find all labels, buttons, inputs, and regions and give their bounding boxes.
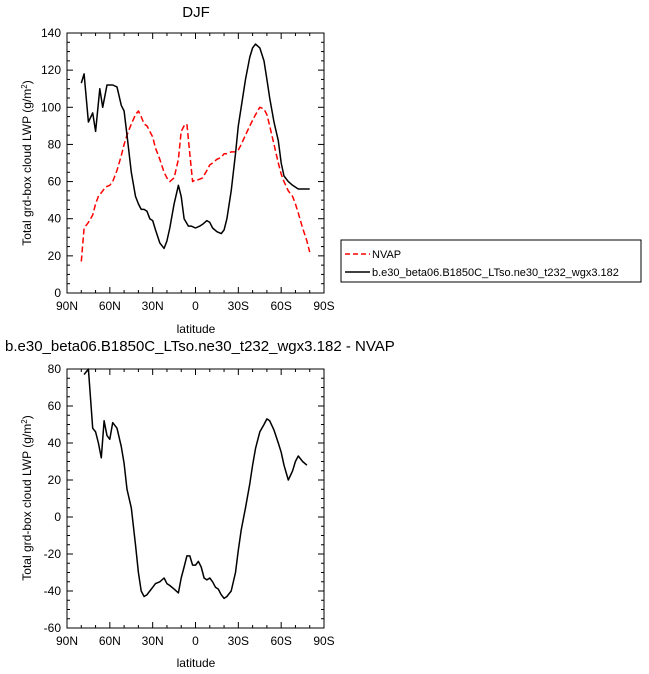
top-chart-title: DJF — [182, 4, 210, 21]
bottom-y-axis-label-sup: 2 — [20, 419, 29, 424]
top-y-tick-label: 120 — [41, 63, 61, 77]
top-y-axis-label-end: ) — [20, 80, 34, 84]
top-y-tick-label: 80 — [48, 137, 62, 151]
top-x-tick-label: 60N — [99, 299, 121, 313]
top-plot-area: 90N 60N 30N 0 30S 60S 90S 0 20 40 60 80 100 120 140 — [41, 26, 335, 313]
top-x-axis-label: latitude — [177, 322, 216, 336]
bottom-chart-title: b.e30_beta06.B1850C_LTso.ne30_t232_wgx3.… — [5, 338, 395, 355]
top-y-tick-label: 140 — [41, 26, 61, 40]
bottom-plot-area: 90N 60N 30N 0 30S 60S 90S -60 -40 -20 0 20 40 60 80 — [44, 362, 335, 648]
top-chart: DJF 90N 60N 30N 0 30S 60S 90S 0 20 40 60 80 100 120 14… — [20, 4, 335, 336]
bottom-x-axis-label: latitude — [177, 656, 216, 670]
top-y-tick-label: 100 — [41, 100, 61, 114]
bottom-y-axis-label-end: ) — [20, 415, 34, 419]
bottom-y-tick-label: 80 — [48, 362, 62, 376]
legend-box — [340, 239, 642, 283]
bottom-y-axis-label-main: Total grd-box cloud LWP (g/m — [20, 424, 34, 581]
bottom-series-line-0 — [83, 368, 308, 600]
bottom-y-tick-label: 0 — [54, 510, 61, 524]
legend: NVAP b.e30_beta06.B1850C_LTso.ne30_t232_… — [340, 239, 642, 283]
top-plot-frame — [66, 32, 325, 294]
bottom-y-tick-label: 60 — [48, 399, 62, 413]
top-x-tick-label: 0 — [192, 299, 199, 313]
bottom-x-tick-label: 30S — [228, 634, 249, 648]
top-y-tick-label: 20 — [48, 249, 62, 263]
top-x-tick-label: 90N — [56, 299, 78, 313]
bottom-chart: b.e30_beta06.B1850C_LTso.ne30_t232_wgx3.… — [5, 338, 395, 670]
top-y-tick-label: 0 — [54, 286, 61, 300]
top-x-tick-label: 30N — [142, 299, 164, 313]
top-x-tick-label: 90S — [313, 299, 334, 313]
bottom-x-tick-label: 30N — [142, 634, 164, 648]
bottom-x-tick-label: 0 — [192, 634, 199, 648]
top-x-tick-label: 60S — [270, 299, 291, 313]
bottom-x-tick-label: 90S — [313, 634, 334, 648]
legend-label-nvap: NVAP — [372, 249, 401, 261]
top-x-tick-label: 30S — [228, 299, 249, 313]
top-series-line-1 — [80, 43, 310, 250]
bottom-x-tick-label: 60N — [99, 634, 121, 648]
top-y-tick-label: 40 — [48, 212, 62, 226]
bottom-y-tick-label: 20 — [48, 473, 62, 487]
bottom-x-tick-label: 60S — [270, 634, 291, 648]
top-series-line-0 — [80, 106, 311, 262]
bottom-y-tick-label: -60 — [44, 621, 62, 635]
top-y-tick-label: 60 — [48, 175, 62, 189]
bottom-x-tick-label: 90N — [56, 634, 78, 648]
legend-label-model: b.e30_beta06.B1850C_LTso.ne30_t232_wgx3.… — [372, 267, 619, 279]
top-y-axis-label: Total grd-box cloud LWP (g/m2) — [20, 80, 35, 245]
bottom-y-axis-label: Total grd-box cloud LWP (g/m2) — [20, 415, 35, 580]
top-y-axis-label-main: Total grd-box cloud LWP (g/m — [20, 89, 34, 246]
bottom-plot-frame — [66, 368, 325, 629]
top-y-axis-label-sup: 2 — [20, 84, 29, 89]
bottom-y-tick-label: 40 — [48, 436, 62, 450]
bottom-y-tick-label: -40 — [44, 584, 62, 598]
bottom-y-tick-label: -20 — [44, 547, 62, 561]
